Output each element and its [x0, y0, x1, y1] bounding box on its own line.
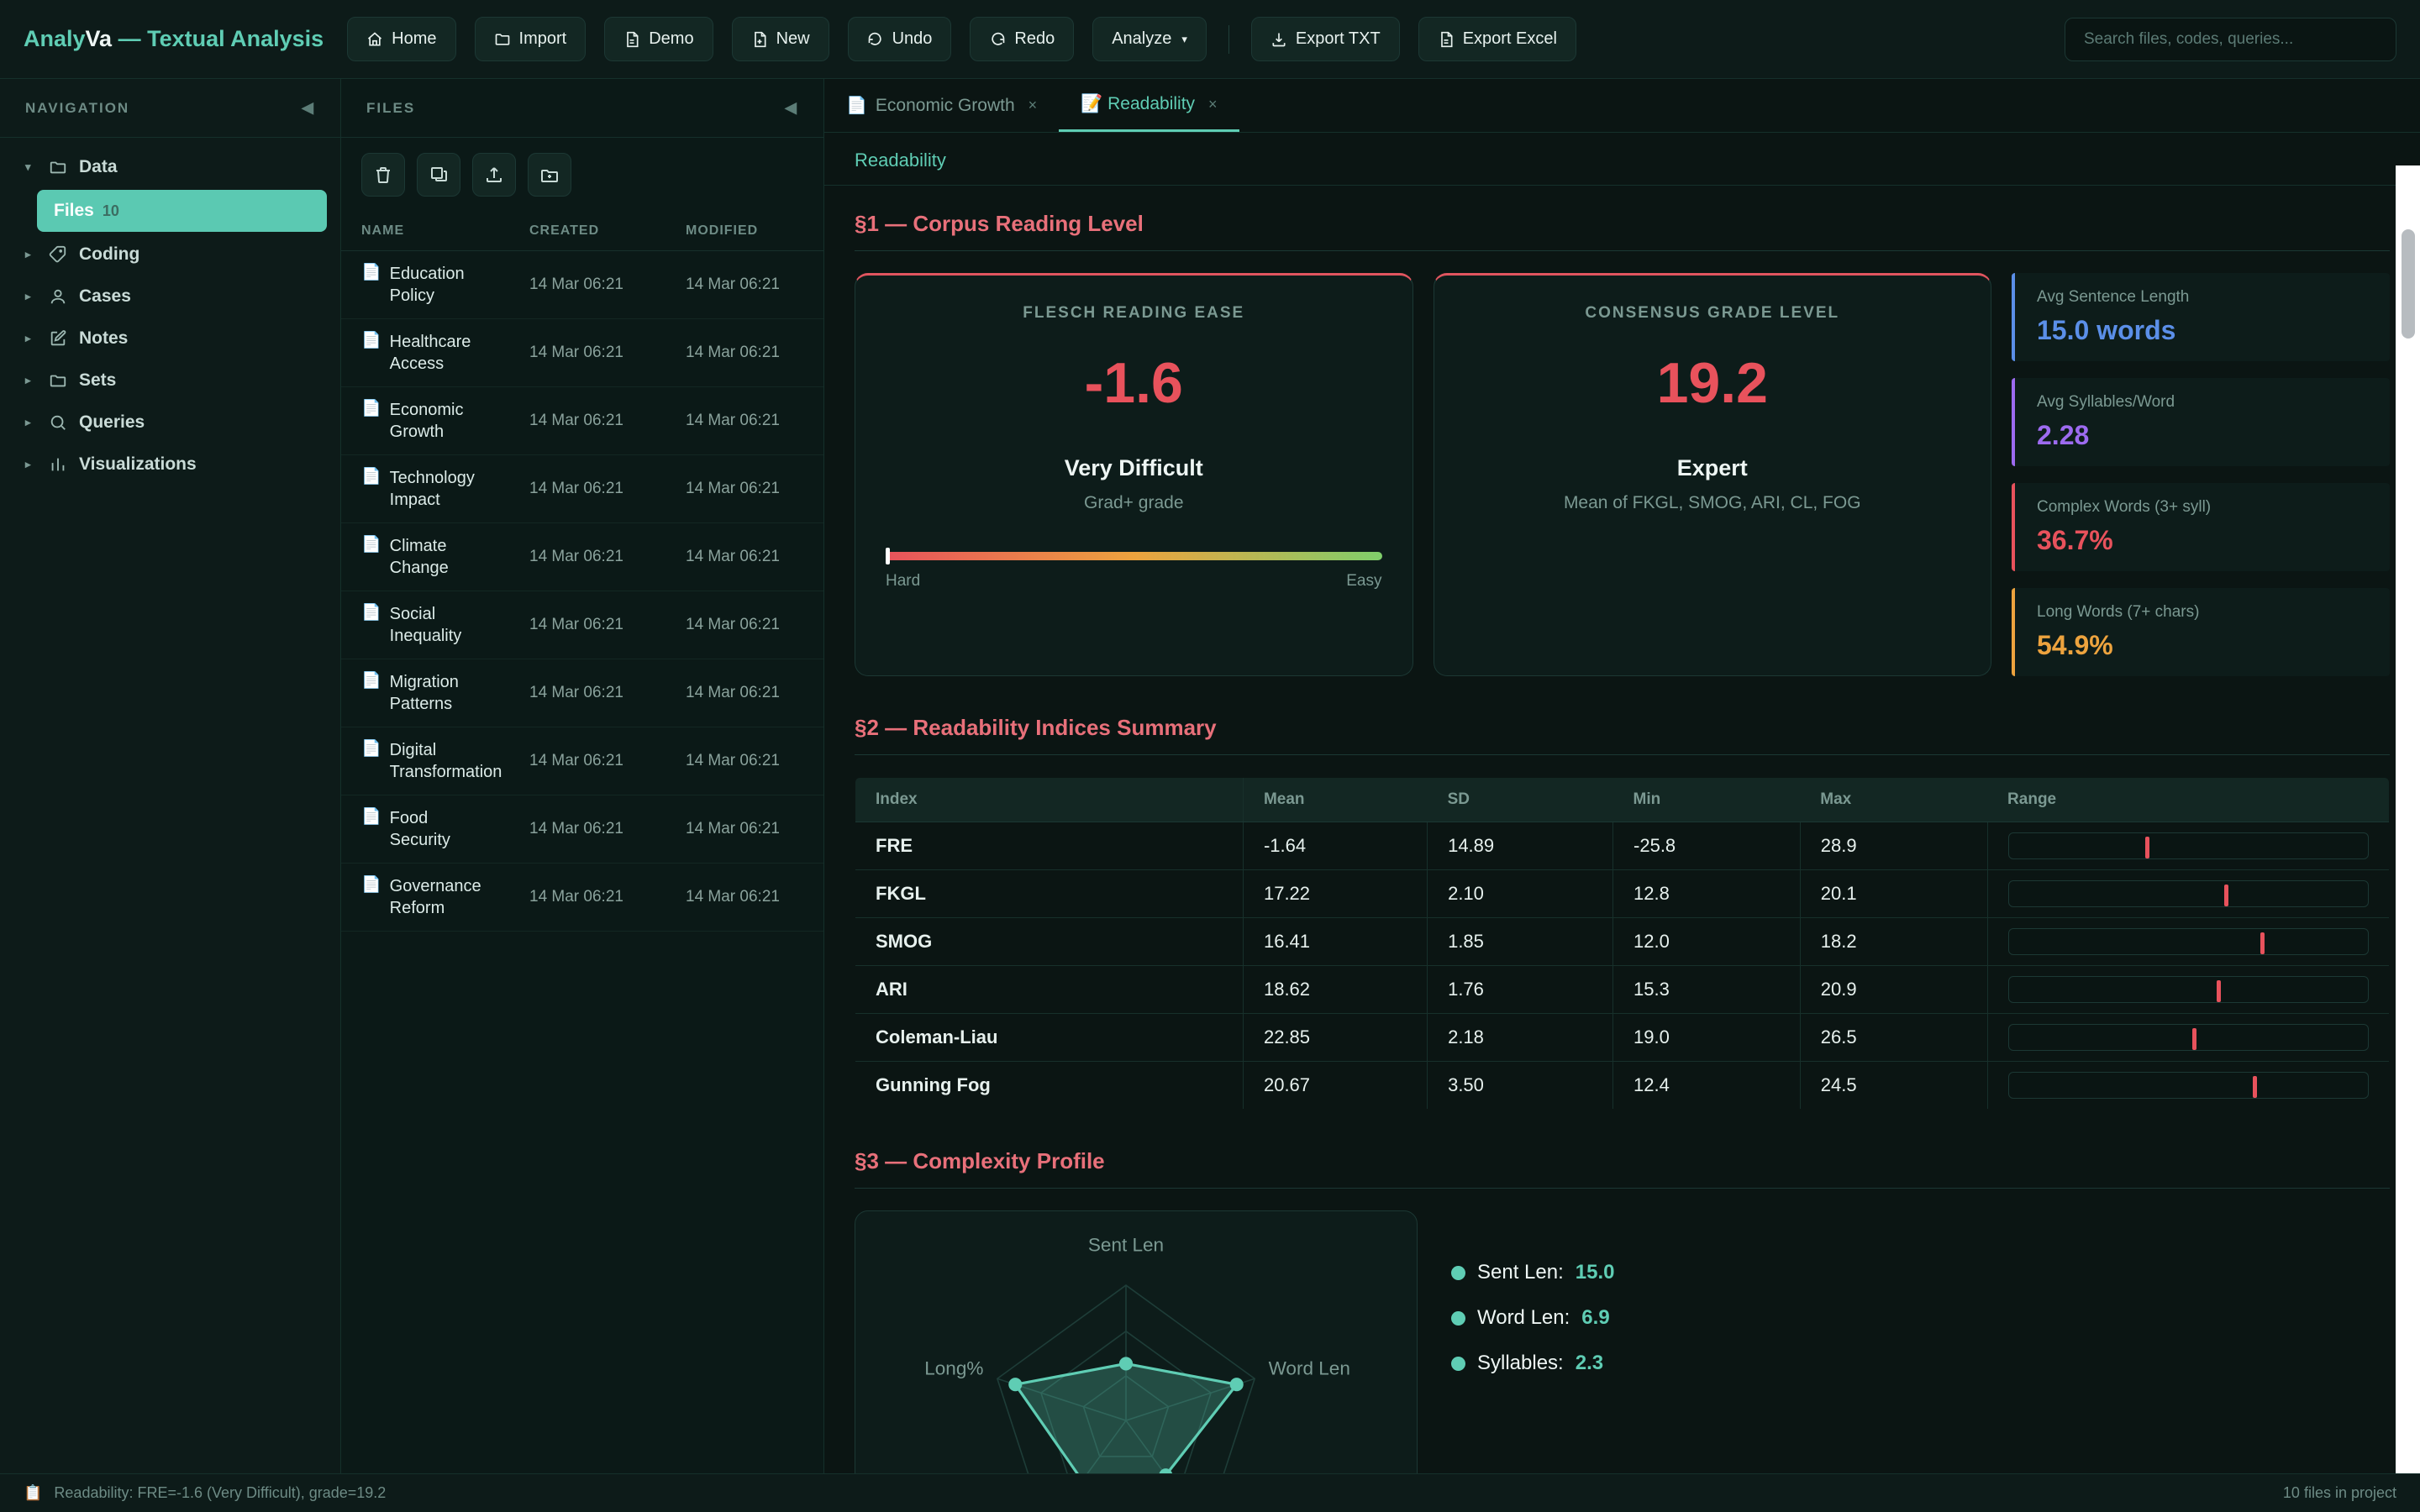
svg-text:Sent Len: Sent Len — [1088, 1234, 1164, 1255]
svg-text:Word Len: Word Len — [1269, 1357, 1350, 1378]
svg-text:Long%: Long% — [924, 1357, 983, 1378]
